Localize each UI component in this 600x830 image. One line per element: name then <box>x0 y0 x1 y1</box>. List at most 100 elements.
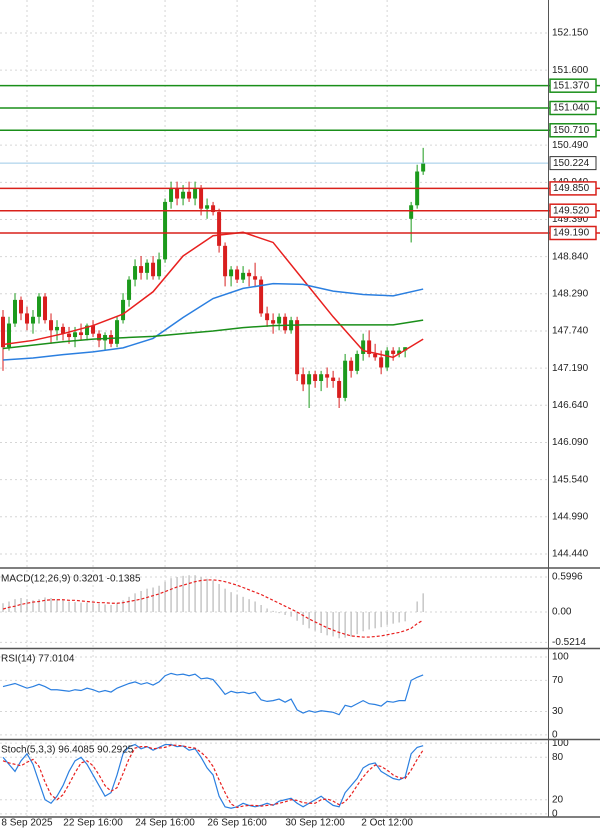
candle-body <box>217 212 222 246</box>
candle-body <box>343 360 348 398</box>
histogram-bar <box>416 601 418 612</box>
y-tick-label: 146.640 <box>552 400 589 411</box>
candle-body <box>277 316 282 324</box>
histogram-bar <box>368 612 370 630</box>
candle-body <box>175 188 180 199</box>
x-tick-label: 24 Sep 16:00 <box>135 818 195 829</box>
level-box <box>549 100 597 116</box>
histogram-bar <box>32 600 34 612</box>
histogram-bar <box>350 612 352 637</box>
candle-body <box>205 205 210 209</box>
histogram-bar <box>374 612 376 629</box>
histogram-bar <box>230 592 232 612</box>
level-box <box>549 225 597 241</box>
candle-body <box>331 377 336 381</box>
candle-body <box>187 191 192 199</box>
histogram-bar <box>104 604 106 612</box>
histogram-bar <box>380 612 382 628</box>
histogram-bar <box>386 612 388 625</box>
histogram-bar <box>272 610 274 612</box>
candle-body <box>307 374 312 385</box>
histogram-bar <box>170 578 172 612</box>
candle-body <box>301 374 306 385</box>
x-tick-label: 8 Sep 2025 <box>1 818 53 829</box>
histogram-bar <box>332 612 334 637</box>
histogram-bar <box>2 603 4 612</box>
histogram-bar <box>344 612 346 638</box>
candle-body <box>361 340 366 354</box>
histogram-bar <box>302 612 304 625</box>
histogram-bar <box>248 599 250 612</box>
histogram-bar <box>284 612 286 615</box>
candle-body <box>199 188 204 209</box>
y-tick-label: 0.00 <box>552 607 572 618</box>
candle-body <box>55 326 60 331</box>
level-box <box>549 181 597 196</box>
histogram-bar <box>260 605 262 612</box>
candle-body <box>169 188 174 202</box>
candle-body <box>49 320 54 331</box>
candle-body <box>403 347 408 351</box>
candle-body <box>37 296 42 317</box>
histogram-bar <box>422 593 424 612</box>
candle-body <box>385 350 390 368</box>
level-label: 149.850 <box>553 183 590 194</box>
candle-body <box>193 188 198 199</box>
histogram-bar <box>242 596 244 612</box>
histogram-bar <box>44 597 46 612</box>
candle-body <box>139 266 144 273</box>
level-box <box>549 203 597 218</box>
level-box <box>549 123 597 138</box>
histogram-bar <box>338 612 340 639</box>
indicator-line <box>2 743 424 809</box>
labels-layer: 152.150151.600150.490149.940149.390148.8… <box>1 28 597 829</box>
candle-body <box>379 357 384 368</box>
candle-body <box>67 333 72 338</box>
candle-body <box>253 276 258 280</box>
x-tick-label: 26 Sep 16:00 <box>207 818 267 829</box>
candle-body <box>283 316 288 331</box>
histogram-bar <box>152 587 154 612</box>
candle-body <box>163 201 168 260</box>
y-tick-label: 151.600 <box>552 65 589 76</box>
candle-body <box>295 320 300 375</box>
candle-body <box>61 326 66 334</box>
histogram-bar <box>278 612 280 614</box>
histogram-bar <box>404 612 406 622</box>
histogram-bar <box>50 598 52 612</box>
candle-body <box>235 269 240 280</box>
histogram-bar <box>92 603 94 612</box>
histogram-bar <box>200 577 202 612</box>
candle-body <box>319 374 324 381</box>
level-label: 151.040 <box>553 103 590 114</box>
histogram-bar <box>74 602 76 612</box>
histogram-bar <box>176 577 178 612</box>
candle-body <box>373 353 378 358</box>
indicator-line <box>2 744 424 809</box>
y-tick-label: 30 <box>552 706 564 717</box>
candle-body <box>325 374 330 378</box>
candle-body <box>127 279 132 300</box>
candle-body <box>25 313 30 324</box>
candle-body <box>7 323 12 348</box>
current-price-box <box>549 156 597 171</box>
histogram-bar <box>110 605 112 612</box>
y-tick-label: 146.090 <box>552 437 589 448</box>
histogram-bar <box>146 588 148 612</box>
moving-average <box>2 319 424 350</box>
histogram-bar <box>56 599 58 612</box>
y-tick-label: 152.150 <box>552 28 589 39</box>
y-tick-label: 0 <box>552 730 558 741</box>
histogram-bar <box>194 575 196 612</box>
y-tick-label: 20 <box>552 794 564 805</box>
candle-body <box>109 335 114 344</box>
indicator-title: MACD(12,26,9) 0.3201 -0.1385 <box>1 574 141 585</box>
y-tick-label: 80 <box>552 752 564 763</box>
candle-body <box>259 279 264 314</box>
x-tick-label: 30 Sep 12:00 <box>285 818 345 829</box>
candle-body <box>115 320 120 344</box>
candle-body <box>211 205 216 213</box>
candle-body <box>1 316 6 348</box>
histogram-bar <box>122 600 124 612</box>
